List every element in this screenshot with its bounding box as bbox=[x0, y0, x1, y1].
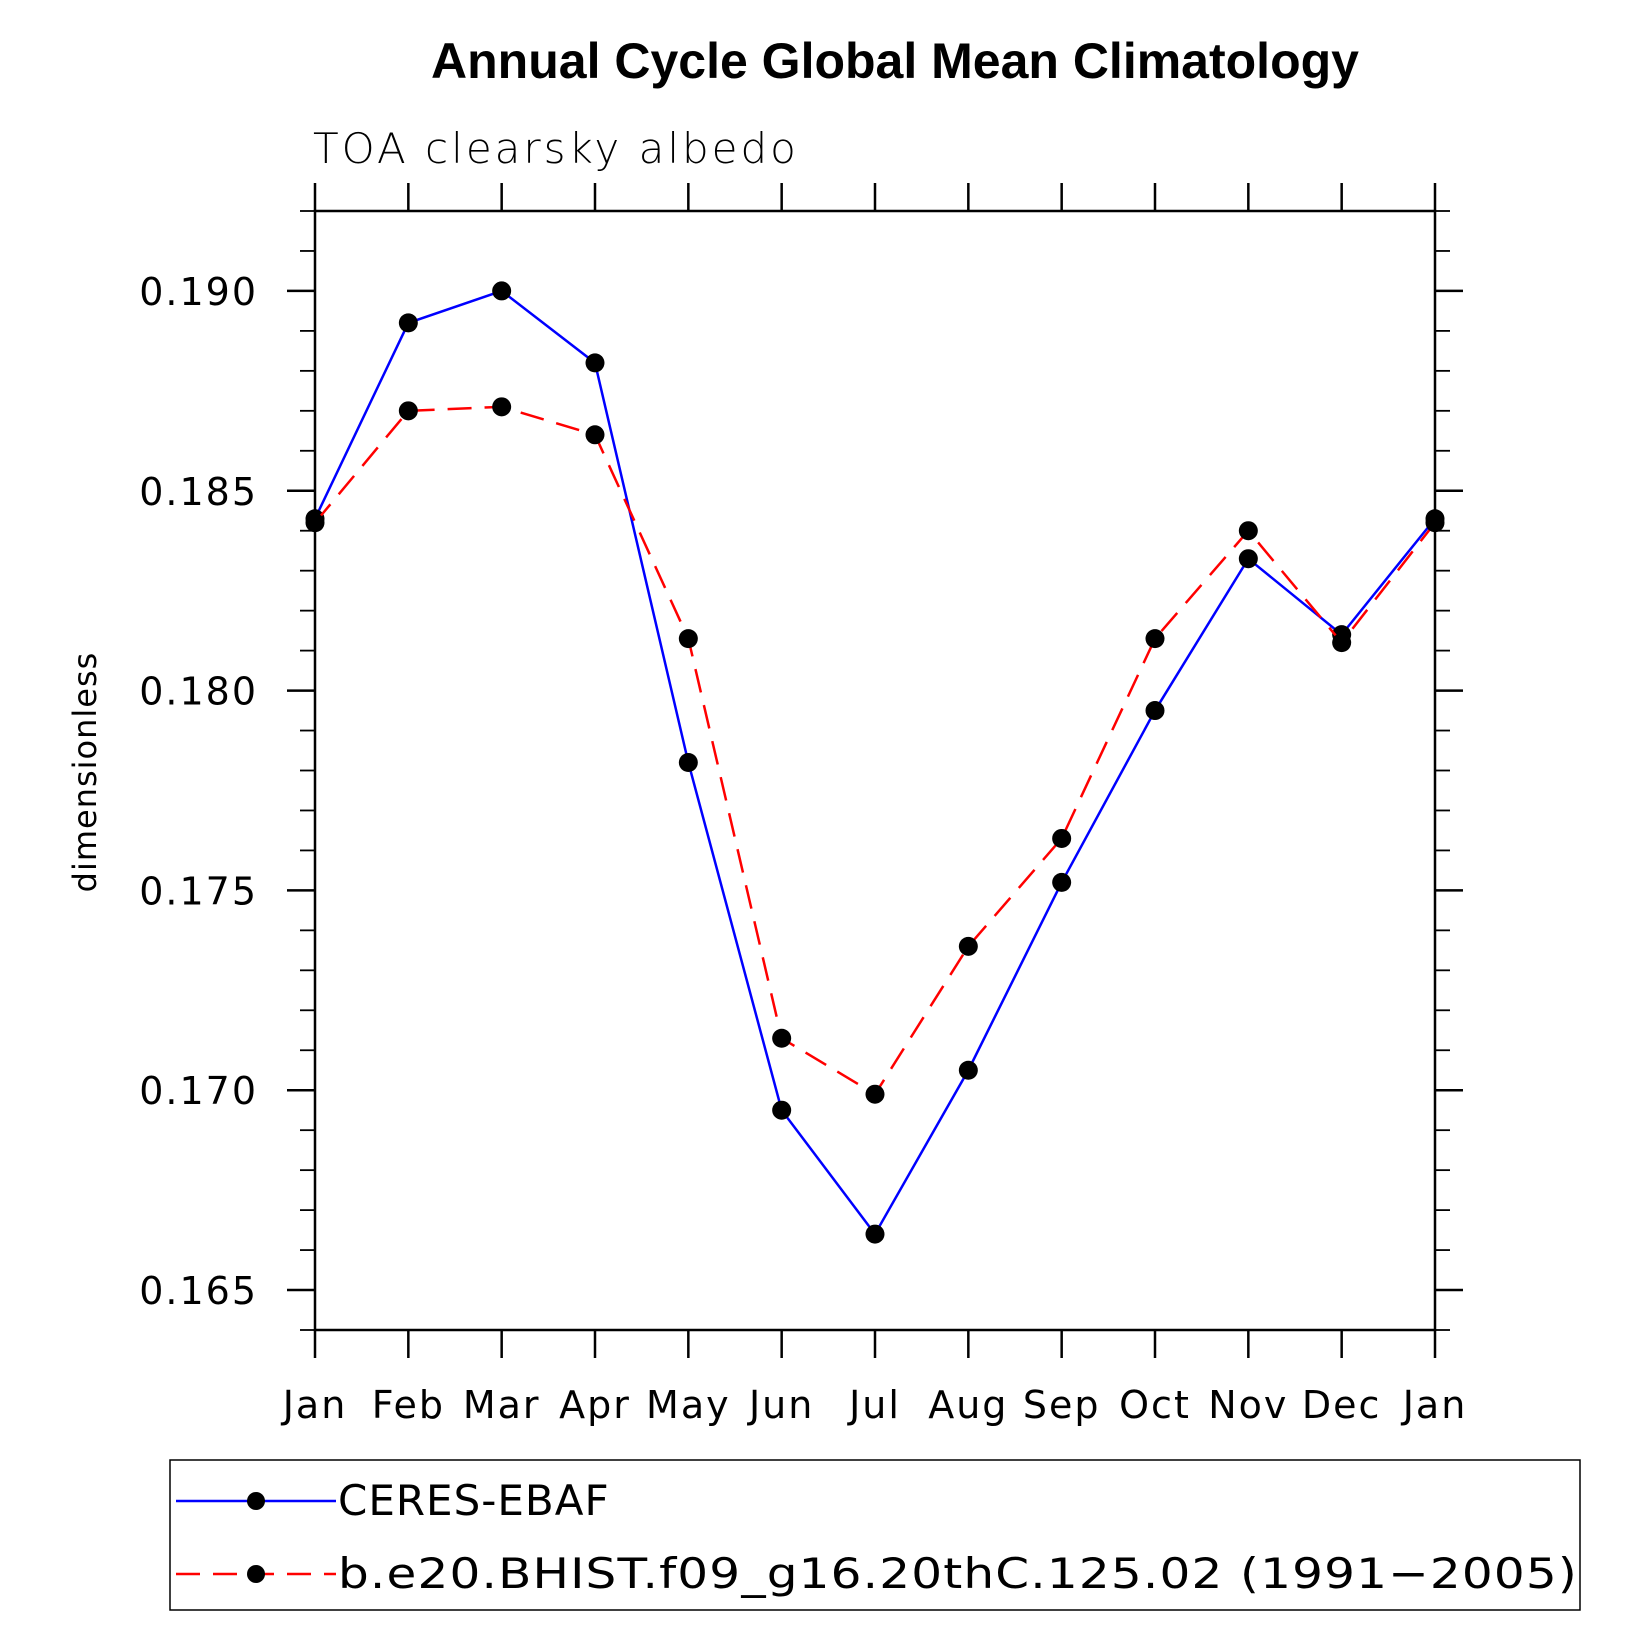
x-tick-label: Feb bbox=[372, 1383, 445, 1427]
legend-box bbox=[169, 1459, 1581, 1611]
plot-border bbox=[313, 209, 1437, 1332]
series-model bbox=[305, 397, 1445, 1104]
y-tick-label: 0.170 bbox=[139, 1069, 258, 1113]
x-tick-label: Jan bbox=[281, 1383, 348, 1427]
plot-frame bbox=[313, 209, 1437, 1332]
x-tick-label: Jan bbox=[1401, 1383, 1468, 1427]
chart-subtitle: TOA clearsky albedo bbox=[313, 124, 799, 173]
data-point bbox=[585, 353, 605, 373]
x-tick-label: May bbox=[646, 1383, 731, 1427]
series-line bbox=[314, 405, 1436, 1096]
legend-marker-ceres-ebaf bbox=[247, 1492, 265, 1510]
data-point bbox=[678, 753, 698, 773]
data-point bbox=[398, 401, 418, 421]
legend-label-model: b.e20.BHIST.f09_g16.20thC.125.02 (1991−2… bbox=[338, 1549, 1578, 1598]
x-tick-label: Jun bbox=[747, 1383, 814, 1427]
data-point bbox=[772, 1100, 792, 1120]
data-point bbox=[958, 936, 978, 956]
legend-label-ceres-ebaf: CERES-EBAF bbox=[338, 1476, 610, 1525]
x-tick-label: Jul bbox=[847, 1383, 901, 1427]
x-tick-label: Oct bbox=[1119, 1383, 1191, 1427]
data-point bbox=[958, 1060, 978, 1080]
y-tick-label: 0.165 bbox=[139, 1269, 258, 1313]
y-tick-label: 0.180 bbox=[139, 670, 258, 714]
data-point bbox=[678, 629, 698, 649]
x-tick-label: Mar bbox=[463, 1383, 541, 1427]
data-point bbox=[1238, 549, 1258, 569]
data-point bbox=[1238, 521, 1258, 541]
y-axis-label: dimensionless bbox=[66, 652, 104, 893]
data-point bbox=[492, 281, 512, 301]
data-point bbox=[865, 1084, 885, 1104]
data-point bbox=[1052, 872, 1072, 892]
y-tick-label: 0.190 bbox=[139, 270, 258, 314]
data-point bbox=[1332, 633, 1352, 653]
data-point bbox=[585, 425, 605, 445]
data-point bbox=[1145, 629, 1165, 649]
chart-title: Annual Cycle Global Mean Climatology bbox=[431, 33, 1359, 89]
x-tick-label: Apr bbox=[559, 1383, 631, 1427]
data-point bbox=[772, 1028, 792, 1048]
data-point bbox=[1052, 828, 1072, 848]
data-point bbox=[492, 397, 512, 417]
x-axis: Jan Feb Mar Apr May Jun Jul Aug Sep Oct Nov Dec Jan bbox=[281, 183, 1468, 1427]
y-axis: 0.165 0.170 0.175 0.180 0.185 0.190 bbox=[139, 210, 1463, 1331]
legend-item-ceres-ebaf: CERES-EBAF bbox=[176, 1476, 610, 1525]
x-tick-label: Dec bbox=[1302, 1383, 1382, 1427]
data-point bbox=[305, 513, 325, 533]
data-point bbox=[1145, 701, 1165, 721]
x-tick-label: Sep bbox=[1023, 1383, 1101, 1427]
data-point bbox=[398, 313, 418, 333]
legend-item-model: b.e20.BHIST.f09_g16.20thC.125.02 (1991−2… bbox=[176, 1549, 1578, 1598]
legend-marker-model bbox=[247, 1565, 265, 1583]
data-point bbox=[865, 1224, 885, 1244]
legend: CERES-EBAF b.e20.BHIST.f09_g16.20thC.125… bbox=[169, 1459, 1581, 1611]
series-layer bbox=[305, 281, 1445, 1244]
y-tick-label: 0.175 bbox=[139, 869, 258, 913]
data-point bbox=[1425, 513, 1445, 533]
x-tick-label: Nov bbox=[1208, 1383, 1288, 1427]
y-tick-label: 0.185 bbox=[139, 470, 258, 514]
x-tick-label: Aug bbox=[928, 1383, 1008, 1427]
